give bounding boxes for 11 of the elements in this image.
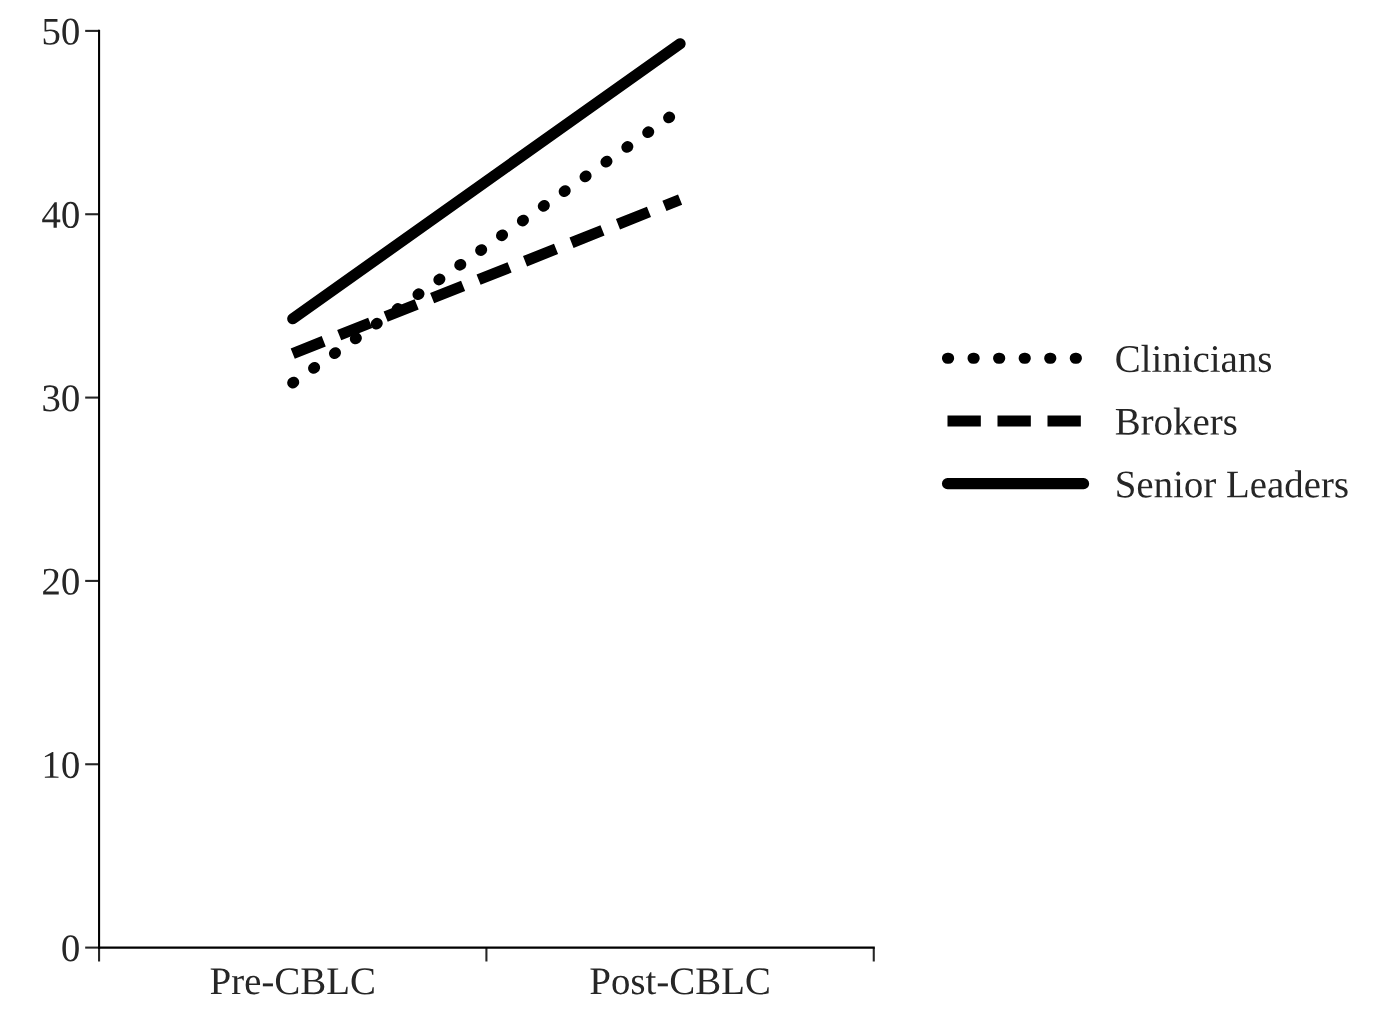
y-tick-label: 0 (62, 935, 79, 962)
legend-label: Clinicians (1116, 344, 1272, 373)
x-tick-label: Post-CBLC (590, 968, 769, 995)
y-tick-label: 20 (43, 568, 79, 595)
y-tick-label: 50 (43, 18, 79, 45)
y-tick-label: 30 (43, 385, 79, 412)
y-tick-label: 40 (42, 201, 79, 229)
legend-label: Brokers (1115, 407, 1237, 435)
legend-label: Senior Leaders (1117, 470, 1348, 498)
x-tick-label: Pre-CBLC (210, 968, 374, 995)
y-tick-label: 10 (44, 751, 79, 779)
